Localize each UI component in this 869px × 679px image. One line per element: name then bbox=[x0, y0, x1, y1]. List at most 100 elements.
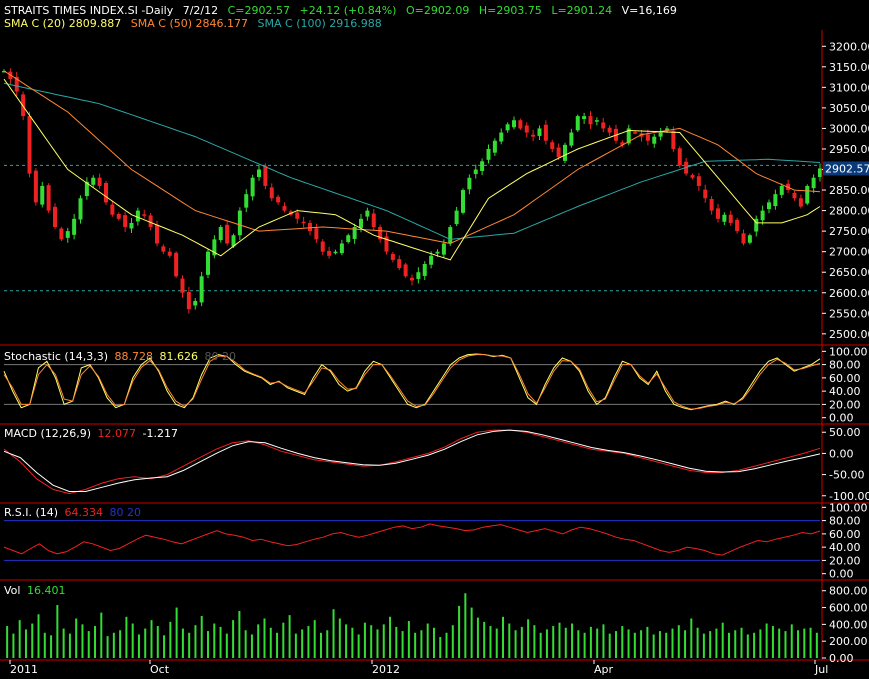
candle-body bbox=[575, 116, 580, 131]
candle-body bbox=[537, 128, 542, 136]
macd-legend: MACD (12,26,9) 12.077 -1.217 bbox=[4, 427, 184, 440]
candle-body bbox=[397, 259, 402, 269]
candle-body bbox=[703, 189, 708, 199]
price-tick-label: 3150.00 bbox=[829, 61, 869, 74]
candle-body bbox=[40, 185, 45, 205]
candle-body bbox=[499, 132, 504, 142]
candle-body bbox=[505, 124, 510, 131]
price-tick-label: 2700.00 bbox=[829, 246, 869, 259]
candle-body bbox=[257, 169, 261, 177]
candle-body bbox=[410, 277, 414, 281]
x-tick-label: 2012 bbox=[372, 663, 400, 676]
stochastic-levels: 80 20 bbox=[204, 350, 237, 363]
open-label: O=2902.09 bbox=[405, 4, 470, 17]
sma20-value: 2809.887 bbox=[68, 17, 122, 30]
candle-body bbox=[97, 177, 102, 186]
candle-body bbox=[359, 218, 363, 228]
candle-body bbox=[78, 198, 83, 220]
candle-body bbox=[486, 148, 491, 160]
last-price-tag-bg bbox=[823, 161, 869, 176]
candle-body bbox=[805, 185, 810, 204]
candle-body bbox=[461, 190, 465, 213]
vol-tick-label: 600.00 bbox=[829, 602, 868, 615]
candle-body bbox=[645, 134, 650, 141]
candle-body bbox=[728, 214, 733, 223]
stochastic-tick-label: 100.00 bbox=[829, 345, 868, 358]
candle-body bbox=[65, 231, 70, 238]
macd-label: MACD (12,26,9) bbox=[4, 427, 92, 440]
candle-body bbox=[773, 194, 778, 207]
candle-body bbox=[741, 233, 746, 244]
candle-body bbox=[512, 120, 516, 128]
stochastic-tick-label: 60.00 bbox=[829, 372, 861, 385]
macd-pane bbox=[0, 429, 869, 504]
stochastic-series-line bbox=[3, 353, 821, 411]
candle-body bbox=[263, 165, 268, 186]
candle-body bbox=[314, 228, 319, 240]
vol-tick-label: 800.00 bbox=[829, 585, 868, 598]
candle-body bbox=[193, 300, 198, 306]
candle-body bbox=[384, 236, 389, 252]
price-header: STRAITS TIMES INDEX.SI -Daily 7/2/12 C=2… bbox=[4, 4, 683, 17]
candle-body bbox=[620, 142, 625, 145]
candle-body bbox=[276, 196, 281, 203]
macd-value: 12.077 bbox=[97, 427, 137, 440]
candle-body bbox=[422, 264, 427, 276]
last-price-tag: 2902.57 bbox=[825, 162, 869, 175]
candle-body bbox=[244, 194, 249, 208]
candle-body bbox=[633, 132, 638, 134]
candle-body bbox=[123, 215, 128, 228]
volume-pane bbox=[0, 593, 869, 661]
candle-body bbox=[467, 177, 472, 190]
macd-tick-label: 50.00 bbox=[829, 426, 861, 439]
candle-body bbox=[569, 132, 574, 146]
candle-body bbox=[135, 210, 140, 222]
candle-body bbox=[429, 255, 434, 265]
candle-body bbox=[110, 204, 115, 215]
candle-body bbox=[696, 176, 701, 186]
macd-signal-value: -1.217 bbox=[142, 427, 179, 440]
vol-tick-label: 0.00 bbox=[829, 652, 854, 665]
candle-body bbox=[390, 253, 395, 260]
overlay-legend: SMA C (20) 2809.887 SMA C (50) 2846.177 … bbox=[4, 17, 388, 30]
candle-body bbox=[320, 241, 325, 252]
rsi-tick-label: 0.00 bbox=[829, 568, 854, 581]
candle-body bbox=[690, 175, 695, 178]
candle-body bbox=[180, 278, 185, 293]
candle-body bbox=[767, 202, 771, 210]
stochastic-tick-label: 40.00 bbox=[829, 385, 861, 398]
candle-body bbox=[760, 210, 765, 221]
candle-body bbox=[665, 128, 669, 130]
candle-body bbox=[174, 252, 179, 277]
candle-body bbox=[709, 199, 714, 211]
candle-body bbox=[454, 210, 459, 225]
price-tick-label: 2550.00 bbox=[829, 307, 869, 320]
candle-body bbox=[148, 215, 153, 228]
low-label: L=2901.24 bbox=[551, 4, 613, 17]
candle-body bbox=[231, 235, 236, 247]
stochastic-tick-label: 80.00 bbox=[829, 359, 861, 372]
candle-body bbox=[671, 130, 676, 149]
candle-body bbox=[601, 122, 606, 129]
macd-tick-label: 0.00 bbox=[829, 447, 854, 460]
price-pane bbox=[0, 68, 869, 346]
macd-series-line bbox=[3, 429, 821, 492]
candle-body bbox=[403, 264, 408, 277]
rsi-value: 64.334 bbox=[64, 506, 104, 519]
vol-tick-label: 200.00 bbox=[829, 635, 868, 648]
candle-body bbox=[480, 161, 485, 171]
candle-body bbox=[212, 239, 217, 256]
candle-body bbox=[33, 170, 38, 203]
candle-body bbox=[116, 213, 121, 219]
candle-body bbox=[531, 134, 536, 137]
sma50-legend: SMA C (50) bbox=[130, 17, 193, 30]
candle-body bbox=[295, 212, 300, 219]
price-tick-label: 3200.00 bbox=[829, 40, 869, 53]
change-label: +24.12 (+0.84%) bbox=[299, 4, 397, 17]
candle-body bbox=[327, 250, 332, 256]
candle-body bbox=[779, 185, 784, 195]
candle-body bbox=[129, 222, 134, 229]
candle-body bbox=[161, 246, 166, 252]
date-label: 7/2/12 bbox=[182, 4, 219, 17]
